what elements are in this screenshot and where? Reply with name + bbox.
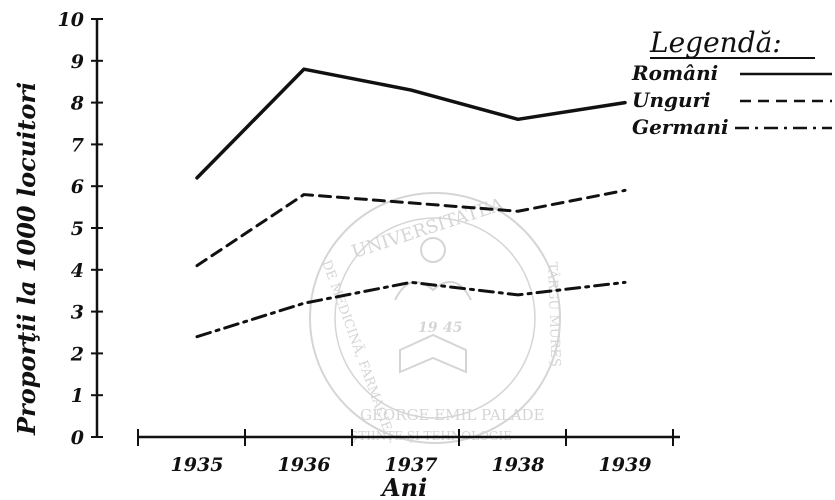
series-lines	[195, 67, 627, 339]
watermark-year-right: 45	[443, 320, 462, 336]
x-axis-title: Ani	[380, 473, 427, 500]
university-seal-watermark: 19 45 UNIVERSITATEA DE MEDICINĂ, FARMACI…	[309, 192, 564, 444]
y-tick-label: 10	[58, 9, 84, 31]
legend-label: Germani	[632, 115, 729, 139]
legend-label: Români	[631, 61, 718, 85]
watermark-right-text: TÂRGU MUREŞ	[544, 262, 564, 368]
y-axis-title: Proporţii la 1000 locuitori	[12, 82, 41, 436]
y-tick-label: 0	[71, 427, 84, 449]
series-line-unguri	[195, 188, 627, 268]
x-tick-label: 1938	[492, 454, 545, 476]
legend: Legendă: Români Unguri Germani	[631, 26, 832, 139]
x-tick-label: 1937	[385, 454, 438, 476]
x-tick-label: 1936	[278, 454, 331, 476]
watermark-year-left: 19	[418, 320, 438, 336]
y-tick-label: 8	[70, 93, 84, 115]
legend-title: Legendă:	[649, 26, 782, 59]
y-tick-label: 5	[71, 218, 84, 240]
y-tick-label: 9	[71, 51, 84, 73]
x-tick-label: 1939	[599, 454, 652, 476]
legend-label: Unguri	[632, 88, 711, 112]
series-line-romani	[195, 67, 627, 180]
y-tick-label: 4	[71, 260, 84, 282]
watermark-bottom-text: GEORGE EMIL PALADE	[360, 406, 545, 424]
y-axis-ticks: 0 1 2 3 4 5 6 7 8 9 10	[58, 9, 103, 449]
y-tick-label: 2	[70, 343, 84, 365]
y-tick-label: 7	[71, 134, 84, 156]
y-tick-label: 6	[71, 176, 84, 198]
x-tick-label: 1935	[171, 454, 224, 476]
y-tick-label: 3	[71, 302, 84, 324]
x-axis-ticks: 1935 1936 1937 1938 1939	[137, 429, 674, 476]
y-tick-label: 1	[71, 385, 84, 407]
